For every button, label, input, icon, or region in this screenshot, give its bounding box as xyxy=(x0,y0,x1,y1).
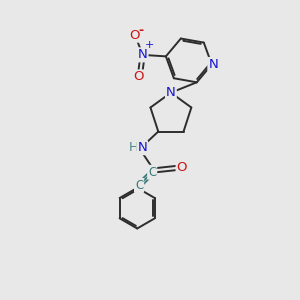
Text: N: N xyxy=(138,48,148,62)
Text: C: C xyxy=(135,179,143,192)
Text: H: H xyxy=(128,141,138,154)
Text: N: N xyxy=(137,141,147,154)
Text: N: N xyxy=(208,58,218,71)
Text: O: O xyxy=(134,70,144,83)
Text: -: - xyxy=(139,25,144,38)
Text: +: + xyxy=(145,40,154,50)
Text: O: O xyxy=(129,29,140,42)
Text: N: N xyxy=(166,86,176,99)
Text: C: C xyxy=(148,166,156,179)
Text: O: O xyxy=(177,161,187,175)
